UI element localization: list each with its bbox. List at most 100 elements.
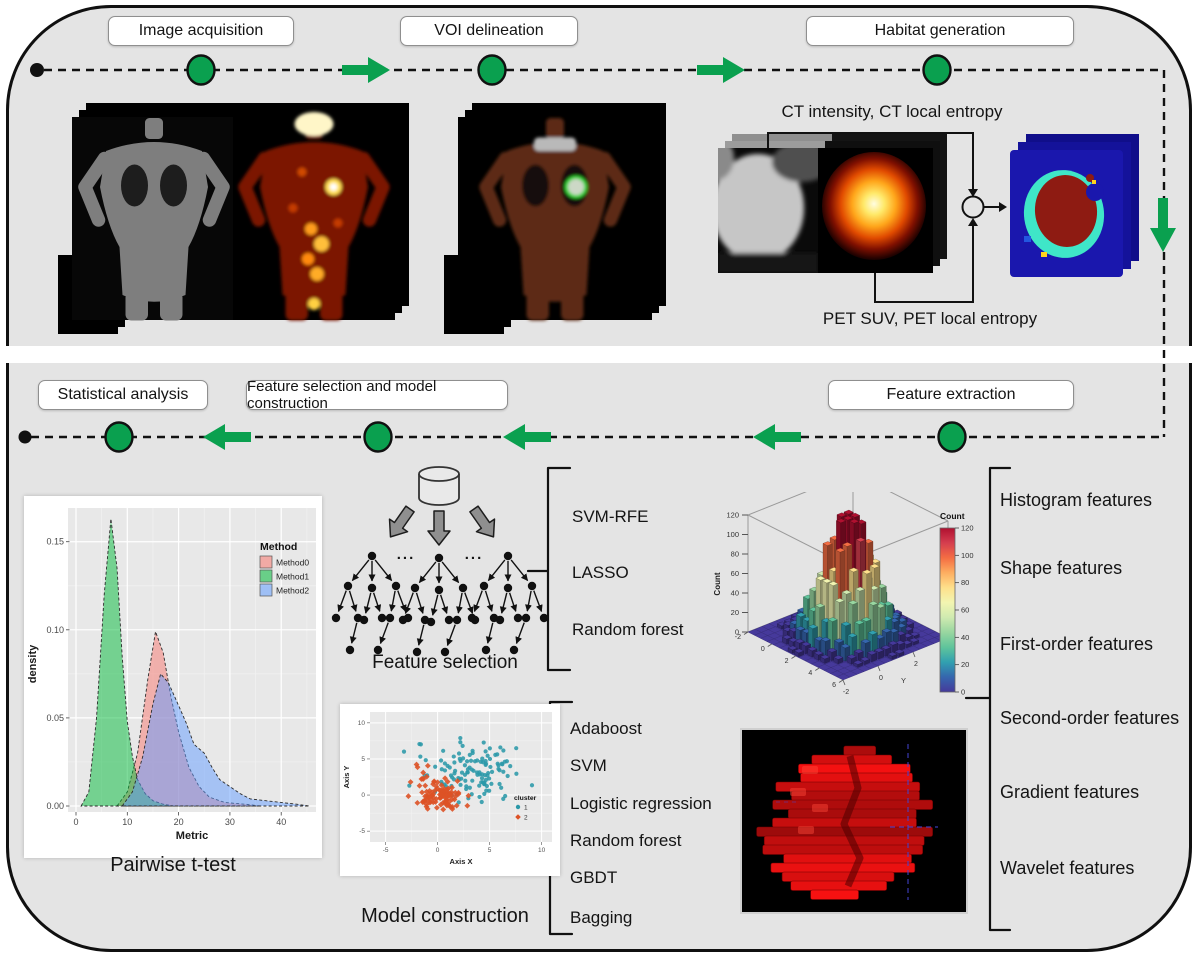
- svg-text:60: 60: [731, 569, 739, 578]
- merge-node-icon: [961, 195, 985, 219]
- timeline-start-dot: [30, 63, 44, 77]
- stage-label: Statistical analysis: [57, 385, 189, 403]
- arrow-left-icon: [503, 424, 551, 450]
- svg-text:10: 10: [122, 817, 132, 827]
- svg-text:5: 5: [488, 847, 492, 854]
- ct-pet-patch-stack: [718, 134, 947, 273]
- milestone-dot: [937, 421, 967, 453]
- tree-ellipsis: ...: [396, 546, 416, 563]
- stage-label: Feature selection and model construction: [247, 377, 437, 412]
- svg-text:0.00: 0.00: [46, 801, 64, 811]
- svg-text:0: 0: [761, 646, 765, 653]
- svg-text:density: density: [27, 644, 39, 683]
- feature-type-second-order: Second-order features: [1000, 708, 1180, 728]
- svg-text:-5: -5: [359, 828, 365, 835]
- feature-type-first-order: First-order features: [1000, 634, 1154, 654]
- tumor-voxels: [756, 745, 933, 900]
- hollow-arrow-icon: [427, 510, 451, 546]
- scatter-points: [401, 735, 535, 813]
- timeline-bottom: [18, 421, 1164, 453]
- milestone-dot: [477, 54, 507, 86]
- svg-text:40: 40: [731, 589, 739, 598]
- density-series: [80, 518, 310, 807]
- milestone-dot: [922, 54, 952, 86]
- density-axes: 0.00 0.05 0.10 0.15 0 10 20 30 40 Metric density: [27, 537, 286, 842]
- fs-method-random-forest: Random forest: [572, 620, 684, 639]
- feature-type-shape: Shape features: [1000, 558, 1123, 578]
- ct-inputs-label: CT intensity, CT local entropy: [781, 102, 1003, 121]
- feature-selection-caption: Feature selection: [372, 652, 518, 673]
- ct-body-illustration: [78, 118, 230, 321]
- svg-text:1: 1: [524, 805, 528, 812]
- timeline-end-dot: [18, 430, 32, 444]
- svg-text:Axis Y: Axis Y: [342, 766, 351, 789]
- svg-text:0: 0: [73, 817, 78, 827]
- hist3d-colorbar: Count 120 100 80 60 40 20 0: [939, 511, 974, 697]
- density-legend: Method Method0 Method1 Method2: [259, 541, 309, 597]
- svg-text:0: 0: [735, 628, 739, 637]
- model-svm: SVM: [570, 756, 607, 775]
- svg-text:-2: -2: [735, 634, 741, 641]
- section-divider: [0, 346, 1200, 363]
- stage-label: Habitat generation: [874, 21, 1006, 39]
- svg-text:0.05: 0.05: [46, 713, 64, 723]
- scatter-axes: -5 0 5 10 -5 0 5 10 Axis X Axis Y: [342, 720, 546, 866]
- model-logistic-regression: Logistic regression: [570, 794, 712, 813]
- cluster-scatter-plot: -5 0 5 10 -5 0 5 10 Axis X Axis Y cluster 1 2: [340, 704, 560, 876]
- timeline-top: [30, 54, 1176, 437]
- decision-trees: [331, 551, 549, 657]
- fs-method-lasso: LASSO: [572, 563, 629, 582]
- svg-text:100: 100: [961, 551, 974, 560]
- svg-text:Y: Y: [901, 676, 906, 685]
- stage-label: Image acquisition: [138, 21, 264, 39]
- svg-text:100: 100: [726, 530, 739, 539]
- svg-text:Count: Count: [713, 572, 722, 595]
- connector-arrowhead-right: [999, 202, 1007, 212]
- fused-body-illustration: [479, 118, 631, 321]
- stage-box-habitat-generation: Habitat generation: [806, 16, 1074, 46]
- svg-text:-2: -2: [843, 689, 849, 696]
- pet-body-illustration: [238, 112, 390, 321]
- svg-text:Axis X: Axis X: [450, 857, 473, 866]
- milestone-dot: [363, 421, 393, 453]
- pet-inputs-label: PET SUV, PET local entropy: [822, 309, 1038, 328]
- svg-text:2: 2: [524, 815, 528, 822]
- svg-text:Method2: Method2: [276, 586, 309, 596]
- fs-method-svm-rfe: SVM-RFE: [572, 507, 649, 526]
- habitat-3d-histogram: 020406080100120Count-20246-2024YCount120…: [713, 492, 974, 697]
- svg-text:2: 2: [785, 658, 789, 665]
- svg-text:20: 20: [174, 817, 184, 827]
- feature-types-bracket: [964, 466, 1012, 932]
- hollow-arrow-icon: [388, 505, 415, 538]
- arrow-left-icon: [753, 424, 801, 450]
- svg-text:10: 10: [538, 847, 546, 854]
- svg-text:Count: Count: [940, 511, 965, 521]
- svg-text:0: 0: [879, 675, 883, 682]
- arrow-left-icon: [203, 424, 251, 450]
- svg-text:Method: Method: [260, 541, 297, 553]
- svg-text:Method1: Method1: [276, 572, 309, 582]
- svg-text:10: 10: [358, 720, 366, 727]
- stage-box-voi-delineation: VOI delineation: [400, 16, 578, 46]
- tumor-axis-guides: [776, 744, 938, 900]
- stage-box-feature-extraction: Feature extraction: [828, 380, 1074, 410]
- svg-text:40: 40: [961, 633, 969, 642]
- hollow-arrow-icon: [469, 505, 496, 538]
- stage-label: VOI delineation: [434, 21, 544, 39]
- model-construction-caption: Model construction: [361, 905, 529, 927]
- density-curve-Method2: [121, 672, 310, 807]
- habitat-connectors: [767, 132, 999, 303]
- feature-selection-bracket: [526, 466, 572, 672]
- density-plot: 0.00 0.05 0.10 0.15 0 10 20 30 40 Metric density Me…: [24, 496, 322, 858]
- stage-box-feature-selection-model-construction: Feature selection and model construction: [246, 377, 508, 412]
- model-adaboost: Adaboost: [570, 719, 642, 738]
- svg-text:80: 80: [731, 550, 739, 559]
- svg-text:Metric: Metric: [176, 830, 208, 842]
- svg-text:40: 40: [276, 817, 286, 827]
- svg-text:20: 20: [731, 608, 739, 617]
- svg-text:20: 20: [961, 660, 969, 669]
- tumor-3d-render: [740, 728, 968, 914]
- connector-arrowhead-top: [968, 189, 978, 197]
